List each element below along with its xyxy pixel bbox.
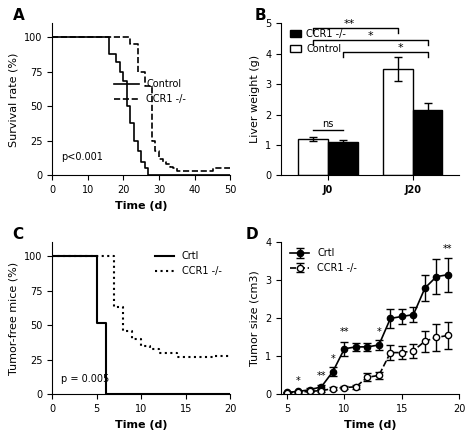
Text: *: *	[397, 43, 403, 53]
Control	[146, 173, 151, 178]
Legend: Control, CCR1 -/-: Control, CCR1 -/-	[110, 75, 190, 108]
Text: A: A	[13, 8, 25, 23]
Text: **: **	[443, 244, 453, 254]
CCR1 -/-	[120, 35, 126, 40]
Text: ns: ns	[322, 120, 334, 129]
Text: D: D	[246, 227, 258, 242]
CCR1 -/-	[138, 343, 144, 349]
Y-axis label: Liver weight (g): Liver weight (g)	[249, 55, 260, 144]
Crtl	[103, 320, 109, 325]
Control	[99, 35, 105, 40]
Crtl	[94, 320, 100, 325]
CCR1 -/-	[147, 346, 153, 351]
Control	[120, 79, 126, 84]
Control	[138, 159, 144, 164]
CCR1 -/-	[147, 343, 153, 349]
Crtl	[228, 392, 233, 397]
CCR1 -/-	[165, 350, 171, 356]
CCR1 -/-	[156, 156, 162, 162]
Text: **: **	[340, 327, 349, 337]
Legend: Crtl, CCR1 -/-: Crtl, CCR1 -/-	[286, 244, 361, 277]
Text: p<0.001: p<0.001	[61, 152, 103, 162]
Text: C: C	[13, 227, 24, 242]
CCR1 -/-	[228, 353, 233, 358]
Bar	[298, 139, 328, 175]
CCR1 -/-	[164, 162, 169, 167]
X-axis label: Time (d): Time (d)	[115, 201, 167, 211]
Text: p = 0.005: p = 0.005	[61, 374, 109, 384]
Line: Crtl: Crtl	[52, 256, 230, 394]
CCR1 -/-	[111, 305, 117, 310]
CCR1 -/-	[103, 254, 109, 259]
CCR1 -/-	[210, 353, 215, 358]
CCR1 -/-	[165, 350, 171, 356]
CCR1 -/-	[174, 350, 180, 356]
Text: B: B	[255, 8, 266, 23]
Control	[49, 35, 55, 40]
CCR1 -/-	[128, 42, 133, 47]
CCR1 -/-	[156, 346, 162, 351]
CCR1 -/-	[183, 354, 189, 360]
CCR1 -/-	[183, 354, 189, 360]
Line: Control: Control	[52, 37, 230, 175]
Control	[117, 69, 123, 74]
CCR1 -/-	[103, 254, 109, 259]
Control	[124, 104, 130, 109]
Control	[135, 148, 140, 153]
CCR1 -/-	[129, 336, 135, 342]
Control	[113, 60, 119, 65]
Line: CCR1 -/-: CCR1 -/-	[52, 256, 230, 357]
Text: *: *	[330, 354, 335, 364]
Y-axis label: Tumor-free mice (%): Tumor-free mice (%)	[9, 262, 18, 375]
Control	[128, 120, 133, 126]
Text: *: *	[367, 31, 373, 41]
Legend: CCR1 -/-, Control: CCR1 -/-, Control	[286, 25, 350, 58]
CCR1 -/-	[171, 166, 176, 171]
Crtl	[49, 254, 55, 259]
CCR1 -/-	[149, 138, 155, 144]
Crtl	[103, 392, 109, 397]
X-axis label: Time (d): Time (d)	[115, 420, 167, 430]
Legend: Crtl, CCR1 -/-: Crtl, CCR1 -/-	[151, 247, 226, 280]
Text: **: **	[344, 19, 355, 29]
Text: *: *	[296, 376, 301, 386]
CCR1 -/-	[49, 35, 55, 40]
CCR1 -/-	[174, 354, 180, 360]
Crtl	[94, 254, 100, 259]
Bar	[413, 110, 443, 175]
Control	[142, 166, 147, 171]
X-axis label: Time (d): Time (d)	[344, 420, 397, 430]
Text: *: *	[376, 327, 381, 337]
CCR1 -/-	[160, 159, 165, 164]
Bar	[383, 69, 413, 175]
Control	[131, 138, 137, 144]
CCR1 -/-	[142, 83, 147, 88]
CCR1 -/-	[228, 353, 233, 358]
Y-axis label: Tumor size (cm3): Tumor size (cm3)	[249, 271, 260, 366]
Control	[106, 51, 112, 57]
CCR1 -/-	[120, 305, 126, 310]
CCR1 -/-	[167, 165, 173, 170]
CCR1 -/-	[174, 169, 180, 174]
Control	[228, 173, 233, 178]
Line: CCR1 -/-: CCR1 -/-	[52, 37, 230, 171]
CCR1 -/-	[120, 328, 126, 333]
CCR1 -/-	[135, 69, 140, 74]
Bar	[328, 142, 357, 175]
CCR1 -/-	[111, 254, 117, 259]
CCR1 -/-	[153, 148, 158, 153]
CCR1 -/-	[210, 166, 215, 171]
CCR1 -/-	[49, 254, 55, 259]
CCR1 -/-	[138, 336, 144, 342]
CCR1 -/-	[156, 350, 162, 356]
Text: **: **	[317, 371, 326, 381]
Y-axis label: Survival rate (%): Survival rate (%)	[9, 52, 18, 147]
CCR1 -/-	[210, 354, 215, 360]
CCR1 -/-	[228, 166, 233, 171]
CCR1 -/-	[129, 328, 135, 333]
